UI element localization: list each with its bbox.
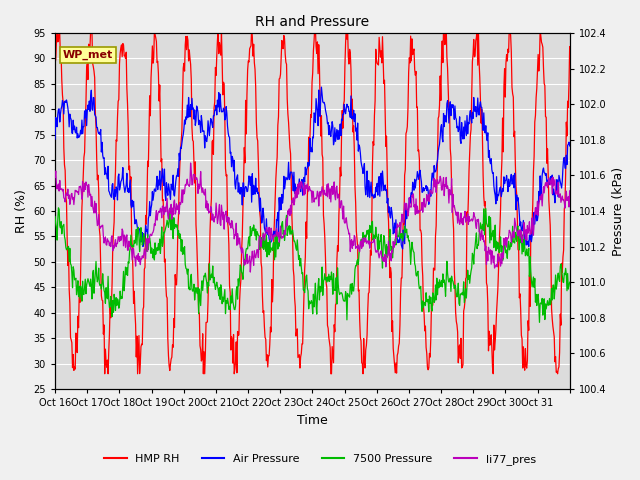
Y-axis label: RH (%): RH (%) [15, 189, 28, 233]
Text: WP_met: WP_met [63, 50, 113, 60]
Legend: HMP RH, Air Pressure, 7500 Pressure, li77_pres: HMP RH, Air Pressure, 7500 Pressure, li7… [100, 450, 540, 469]
X-axis label: Time: Time [297, 414, 328, 427]
Title: RH and Pressure: RH and Pressure [255, 15, 369, 29]
Y-axis label: Pressure (kPa): Pressure (kPa) [612, 167, 625, 255]
